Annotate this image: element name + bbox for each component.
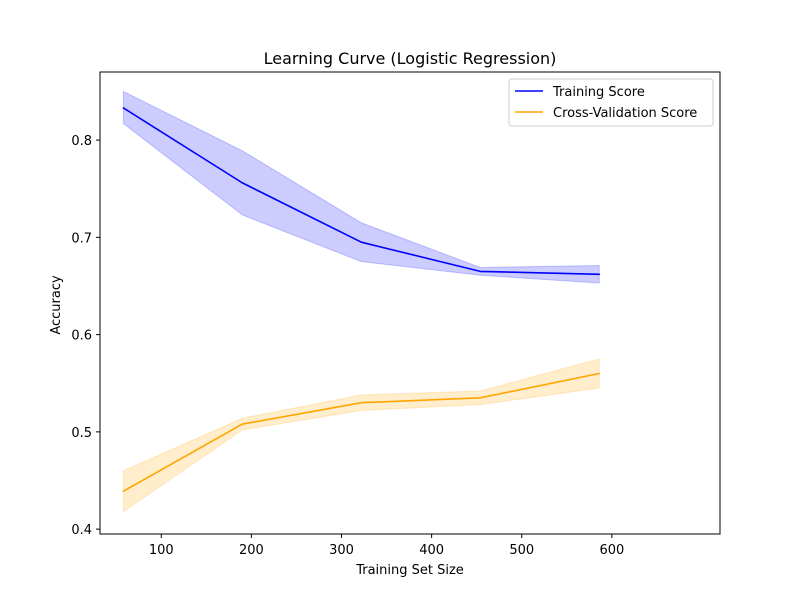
training-score-point [598,273,601,276]
x-axis-label: Training Set Size [355,563,464,578]
legend: Training Score Cross-Validation Score [508,78,714,127]
training-score-point [479,270,482,273]
training-score-point [360,241,363,244]
cross-validation-score-point [479,397,482,399]
training-score-point [122,107,125,109]
cross-validation-score-point [598,372,601,375]
series-lines [122,107,601,493]
training-score-legend-label: Training Score [552,85,645,100]
chart-title: Learning Curve (Logistic Regression) [264,49,557,68]
y-tick-label: 0.5 [71,426,92,441]
y-tick-label: 0.8 [71,134,92,149]
x-tick-label: 500 [509,543,534,558]
confidence-bands [122,90,600,513]
training-score-band [122,90,600,284]
training-score-point [241,182,244,184]
y-tick-label: 0.6 [71,329,92,344]
cross-validation-score-point [360,401,363,404]
cross-validation-score-point [241,423,244,425]
y-tick-label: 0.7 [71,231,92,246]
x-axis-ticks: 100 200 300 400 500 600 [149,534,624,558]
y-axis-ticks: 0.4 0.5 0.6 0.7 0.8 [71,134,100,538]
y-axis-label: Accuracy [49,275,64,335]
x-tick-label: 200 [239,543,264,558]
x-tick-label: 300 [329,543,354,558]
x-tick-label: 400 [419,543,444,558]
x-tick-label: 100 [149,543,174,558]
cross-validation-score-point [122,490,125,493]
cross-validation-score-band [122,358,600,513]
y-tick-label: 0.4 [71,523,92,538]
plot-area-frame [99,71,721,535]
x-tick-label: 600 [599,543,624,558]
legend-box [508,78,714,127]
cross-validation-score-legend-label: Cross-Validation Score [553,106,697,121]
